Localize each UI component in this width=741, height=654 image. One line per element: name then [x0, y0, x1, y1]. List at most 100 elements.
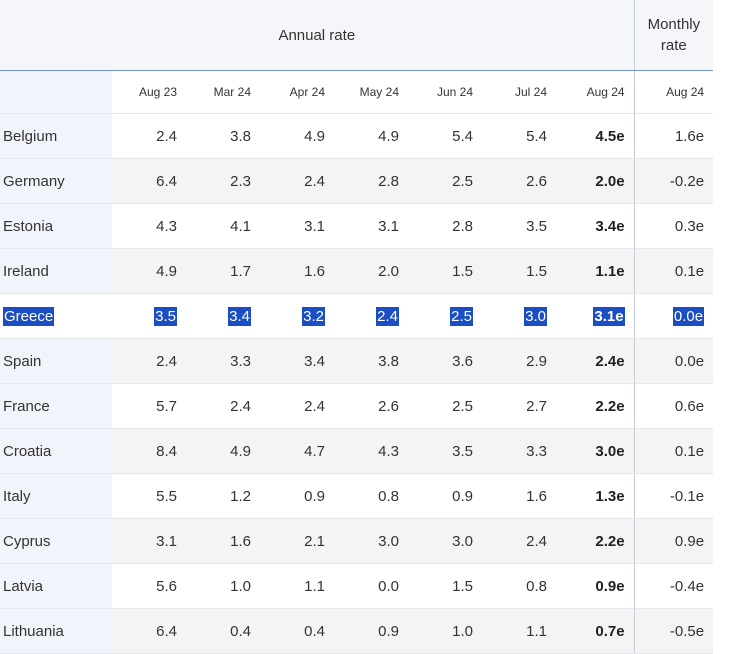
column-header-6: Aug 24	[556, 70, 635, 114]
annual-rate-cell: 3.6	[408, 338, 482, 384]
cell-value: 4.9	[304, 127, 325, 145]
cell-value: 2.4	[304, 397, 325, 415]
cell-value: 3.8	[230, 127, 251, 145]
annual-rate-cell: 0.9e	[556, 563, 635, 609]
annual-rate-cell: 3.5	[482, 203, 556, 249]
country-name: Cyprus	[3, 532, 51, 550]
annual-rate-cell: 2.3	[186, 158, 260, 204]
annual-rate-cell: 3.4	[260, 338, 334, 384]
annual-rate-cell: 0.9	[260, 473, 334, 519]
annual-rate-cell: 3.1	[112, 518, 186, 564]
cell-value: 5.4	[452, 127, 473, 145]
annual-rate-cell: 4.9	[112, 248, 186, 294]
annual-rate-cell: 2.6	[334, 383, 408, 429]
cell-value: 2.6	[378, 397, 399, 415]
cell-value: 0.9	[304, 487, 325, 505]
cell-value: 2.4	[156, 127, 177, 145]
annual-rate-cell: 3.1e	[556, 293, 635, 339]
table-row-ireland: Ireland 4.9 1.7 1.6 2.0 1.5 1.5 1.1e 0.1e	[0, 248, 714, 294]
cell-value: 0.4	[230, 622, 251, 640]
annual-rate-cell: 3.0	[482, 293, 556, 339]
annual-rate-cell: 5.4	[482, 113, 556, 159]
cell-value: 0.8	[378, 487, 399, 505]
annual-rate-cell: 0.9	[408, 473, 482, 519]
annual-rate-cell: 4.9	[260, 113, 334, 159]
annual-rate-cell: 1.5	[408, 563, 482, 609]
annual-rate-cell: 3.3	[482, 428, 556, 474]
column-header-4: Jun 24	[408, 70, 482, 114]
cell-value: 3.0e	[595, 442, 625, 460]
country-cell: Latvia	[0, 563, 112, 609]
table-row-spain: Spain 2.4 3.3 3.4 3.8 3.6 2.9 2.4e 0.0e	[0, 338, 714, 384]
annual-rate-cell: 2.4e	[556, 338, 635, 384]
annual-rate-cell: 2.9	[482, 338, 556, 384]
cell-value: 1.5	[452, 262, 473, 280]
annual-rate-cell: 2.4	[482, 518, 556, 564]
cell-value: 2.4	[526, 532, 547, 550]
annual-rate-cell: 6.4	[112, 608, 186, 654]
cell-value: 3.3	[230, 352, 251, 370]
cell-value: 0.9	[452, 487, 473, 505]
monthly-rate-cell: 0.9e	[633, 518, 714, 564]
country-cell: Croatia	[0, 428, 112, 474]
annual-rate-cell: 2.2e	[556, 518, 635, 564]
annual-rate-cell: 1.3e	[556, 473, 635, 519]
cell-value: 6.4	[156, 172, 177, 190]
annual-rate-cell: 2.4	[186, 383, 260, 429]
cell-value: 2.4	[156, 352, 177, 370]
cell-value: 3.5	[154, 306, 177, 326]
country-name: Spain	[3, 352, 42, 370]
country-name: Belgium	[3, 127, 58, 145]
cell-value: 3.1	[156, 532, 177, 550]
cell-value: 0.9e	[595, 577, 625, 595]
annual-rate-cell: 1.5	[408, 248, 482, 294]
annual-rate-cell: 3.5	[112, 293, 186, 339]
cell-value: 1.1e	[595, 262, 625, 280]
country-name: Lithuania	[3, 622, 64, 640]
annual-rate-cell: 1.0	[186, 563, 260, 609]
table-row-estonia: Estonia 4.3 4.1 3.1 3.1 2.8 3.5 3.4e 0.3e	[0, 203, 714, 249]
annual-rate-cell: 1.2	[186, 473, 260, 519]
cell-value: 1.6	[230, 532, 251, 550]
cell-value: -0.4e	[669, 577, 705, 595]
annual-rate-cell: 2.8	[408, 203, 482, 249]
annual-rate-cell: 2.4	[112, 338, 186, 384]
country-cell: Italy	[0, 473, 112, 519]
country-name: Croatia	[3, 442, 52, 460]
cell-value: 2.3	[230, 172, 251, 190]
cell-value: 1.6	[304, 262, 325, 280]
cell-value: 3.0	[378, 532, 399, 550]
annual-rate-cell: 6.4	[112, 158, 186, 204]
cell-value: 3.6	[452, 352, 473, 370]
annual-rate-cell: 2.5	[408, 158, 482, 204]
annual-rate-cell: 3.3	[186, 338, 260, 384]
annual-rate-cell: 2.0e	[556, 158, 635, 204]
cell-value: 2.4	[376, 306, 399, 326]
cell-value: 4.9	[156, 262, 177, 280]
date-header-row: Aug 23 Mar 24 Apr 24 May 24 Jun 24 Jul 24 Aug …	[0, 70, 714, 114]
annual-rate-cell: 3.2	[260, 293, 334, 339]
annual-rate-cell: 2.0	[334, 248, 408, 294]
cell-value: 1.0	[230, 577, 251, 595]
annual-rate-cell: 0.8	[482, 563, 556, 609]
cell-value: 3.3	[526, 442, 547, 460]
cell-value: 0.9	[378, 622, 399, 640]
column-header-3: May 24	[334, 70, 408, 114]
annual-rate-cell: 2.4	[334, 293, 408, 339]
cell-value: 3.1e	[593, 306, 625, 326]
monthly-rate-cell: 0.3e	[633, 203, 714, 249]
annual-rate-cell: 3.0	[408, 518, 482, 564]
country-name: Germany	[3, 172, 65, 190]
cell-value: 0.0e	[674, 352, 705, 370]
annual-rate-cell: 1.0	[408, 608, 482, 654]
table-row-belgium: Belgium 2.4 3.8 4.9 4.9 5.4 5.4 4.5e 1.6e	[0, 113, 714, 159]
annual-rate-cell: 4.7	[260, 428, 334, 474]
cell-value: 1.5	[452, 577, 473, 595]
column-header-0: Aug 23	[112, 70, 186, 114]
cell-value: -0.1e	[669, 487, 705, 505]
cell-value: 2.5	[452, 172, 473, 190]
annual-rate-cell: 3.8	[186, 113, 260, 159]
monthly-rate-cell: 0.0e	[633, 338, 714, 384]
cell-value: 2.1	[304, 532, 325, 550]
annual-rate-cell: 2.5	[408, 293, 482, 339]
